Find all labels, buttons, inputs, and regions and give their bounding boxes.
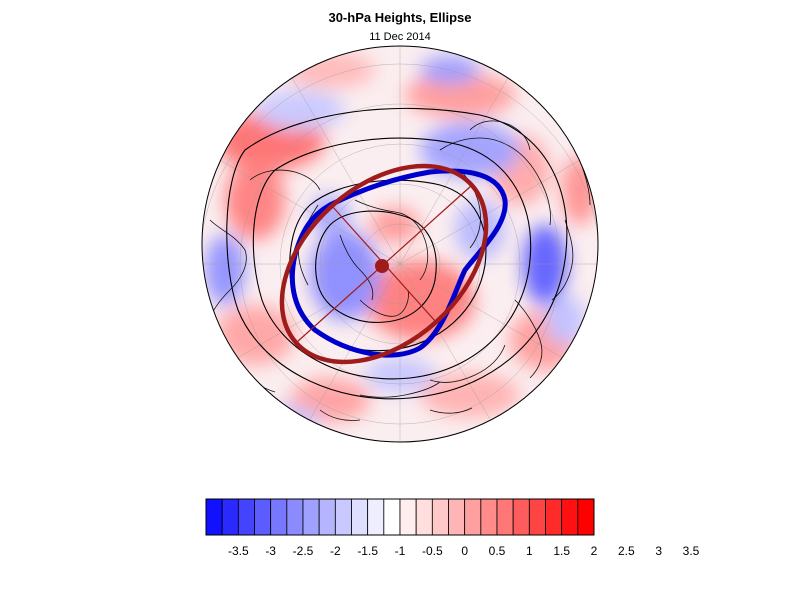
colorbar-swatch <box>480 498 498 536</box>
colorbar-swatch <box>431 498 449 536</box>
colorbar-tick-label: 0.5 <box>488 544 506 558</box>
colorbar-tick-label: -2.5 <box>292 544 314 558</box>
colorbar-tick-label: -3 <box>265 544 276 558</box>
colorbar-swatch <box>545 498 563 536</box>
colorbar-swatch <box>237 498 255 536</box>
colorbar-swatch <box>221 498 239 536</box>
colorbar-swatch <box>318 498 336 536</box>
anomaly-patch-negative <box>310 195 350 235</box>
colorbar-swatch <box>270 498 288 536</box>
anomaly-patch-positive <box>562 155 598 225</box>
anomaly-patch-negative <box>310 230 380 320</box>
ellipse-outline <box>279 163 489 365</box>
colorbar-tick-label: -2 <box>329 544 341 558</box>
colorbar-tick-label: -0.5 <box>421 544 443 558</box>
map-date: 11 Dec 2014 <box>369 31 431 43</box>
height-contours <box>226 107 568 400</box>
anomaly-patch-negative <box>205 235 245 305</box>
coastlines <box>209 120 591 421</box>
anomaly-patch-negative <box>255 90 345 130</box>
colorbar-swatch <box>399 498 417 536</box>
anomaly-patch-negative <box>523 225 567 305</box>
globe <box>201 45 599 443</box>
colorbar-tick-label: 1.5 <box>553 544 570 558</box>
colorbar-swatch <box>302 498 320 536</box>
colorbar-swatch <box>383 498 401 536</box>
anomaly-patch-positive <box>215 305 295 365</box>
colorbar-swatch <box>286 498 304 536</box>
anomaly-patch-negative <box>545 295 585 345</box>
anomaly-patch-negative <box>260 406 320 434</box>
anomaly-patch-positive <box>420 373 520 417</box>
colorbar-swatch <box>528 498 546 536</box>
colorbar-swatch <box>448 498 466 536</box>
colorbar <box>205 498 595 536</box>
fitted-ellipse <box>279 163 489 365</box>
colorbar-tick-label: 2 <box>590 544 598 558</box>
anomaly-patch-positive <box>225 160 285 240</box>
colorbar-swatch <box>254 498 272 536</box>
anomaly-patch-negative <box>455 200 505 260</box>
colorbar-tick-label: 3.5 <box>682 544 700 558</box>
colorbar-tick-label: -1.5 <box>357 544 378 558</box>
ellipse-center-marker <box>375 259 389 273</box>
globe-border <box>201 45 599 443</box>
anomaly-shading <box>202 46 598 442</box>
colorbar-tick-label: 3 <box>655 544 662 558</box>
colorbar-tick-label: 0 <box>461 544 468 558</box>
anomaly-patch-positive <box>285 52 375 88</box>
anomaly-patch-negative <box>420 122 520 178</box>
colorbar-swatch <box>464 498 482 536</box>
colorbar-swatch <box>561 498 579 536</box>
colorbar-swatch <box>496 498 514 536</box>
colorbar-swatch <box>577 498 595 536</box>
colorbar-swatch <box>512 498 530 536</box>
polar-map <box>201 45 599 443</box>
colorbar-swatch <box>351 498 369 536</box>
colorbar-tick-label: -3.5 <box>227 544 249 558</box>
colorbar-swatch <box>367 498 385 536</box>
anomaly-patch-negative <box>420 56 480 84</box>
colorbar-swatch <box>205 498 223 536</box>
colorbar-tick-label: 1 <box>525 544 533 558</box>
map-title: 30-hPa Heights, Ellipse <box>328 10 472 25</box>
colorbar-border <box>205 498 595 536</box>
colorbar-swatch <box>415 498 433 536</box>
colorbar-swatch <box>334 498 352 536</box>
anomaly-patch-positive <box>365 260 475 340</box>
colorbar-tick-label: -1 <box>394 544 406 558</box>
colorbar-tick-label: 2.5 <box>617 544 635 558</box>
